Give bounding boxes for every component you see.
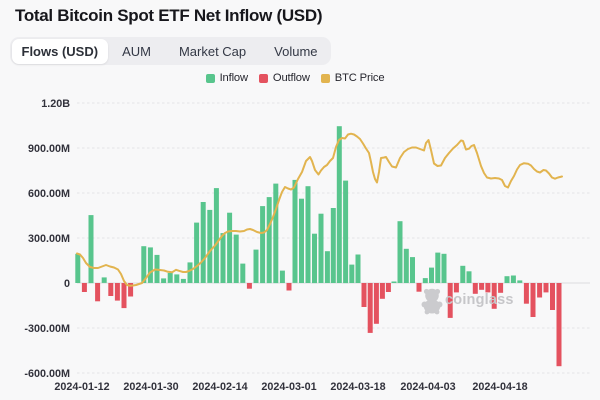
svg-text:2024-04-18: 2024-04-18 (472, 381, 527, 393)
svg-text:-600.00M: -600.00M (24, 368, 70, 380)
svg-text:2024-01-12: 2024-01-12 (54, 381, 109, 393)
svg-text:1.20B: 1.20B (41, 98, 70, 110)
svg-text:2024-03-01: 2024-03-01 (261, 381, 316, 393)
svg-text:2024-02-14: 2024-02-14 (192, 381, 247, 393)
svg-text:-300.00M: -300.00M (24, 323, 70, 335)
svg-text:900.00M: 900.00M (28, 143, 70, 155)
svg-text:600.00M: 600.00M (28, 188, 70, 200)
svg-text:300.00M: 300.00M (28, 233, 70, 245)
svg-text:2024-03-18: 2024-03-18 (330, 381, 385, 393)
svg-text:2024-04-03: 2024-04-03 (400, 381, 455, 393)
svg-text:0: 0 (64, 278, 70, 290)
svg-text:2024-01-30: 2024-01-30 (123, 381, 178, 393)
svg-text:coinglass: coinglass (445, 292, 514, 308)
